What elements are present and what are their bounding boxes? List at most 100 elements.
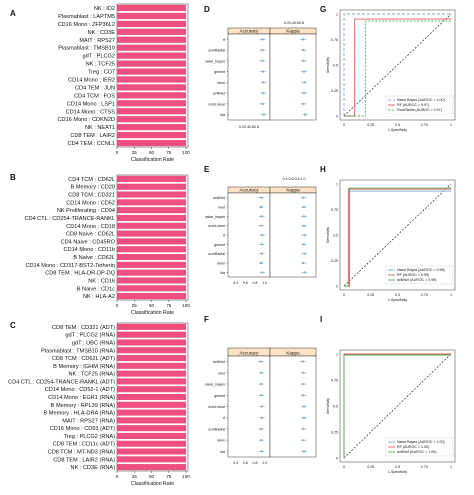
- y-tick-label: 0.5: [333, 233, 338, 237]
- y-tick-label: 0.25: [331, 430, 338, 434]
- y-tick-label: CD8 TCM : CD62L (ADT): [52, 356, 115, 362]
- x-tick-label: 0.6: [243, 281, 248, 285]
- x-tick-label: 0: [116, 474, 119, 479]
- data-point: [260, 205, 263, 209]
- roc-curve: [343, 13, 451, 116]
- y-tick-label: CD8 TCM : CD321: [68, 193, 115, 199]
- y-tick-label: CD8 TEM : LAIR2 (RNA): [53, 457, 115, 463]
- bar: [117, 76, 186, 83]
- y-tick-label: svmLinear: [208, 224, 225, 228]
- panel-label: H: [320, 165, 326, 174]
- data-point: [260, 405, 263, 408]
- bar: [117, 401, 186, 408]
- y-tick-label: CD4 TEM : JUN: [75, 85, 115, 91]
- y-tick-label: avNNet: [213, 196, 225, 200]
- panel-i: I 0 0.25 0.5 0.75 1 0 0.25 0.5 0.75 1 1-Specificity…: [320, 315, 456, 474]
- bar: [117, 175, 186, 182]
- facet-frame: [227, 33, 271, 121]
- data-point: [260, 427, 263, 431]
- y-tick-label: NK : NEAT1: [85, 125, 115, 131]
- y-axis-title: Sensitivity: [326, 398, 330, 414]
- bar: [117, 60, 186, 67]
- bar: [117, 386, 186, 393]
- x-tick-label: 1: [450, 123, 452, 127]
- facet-frame: [269, 355, 317, 458]
- top-tick-labels: 0.4 0.6 0.8 1.0: [283, 177, 306, 181]
- y-tick-label: gdT : UBC (RNA): [72, 340, 115, 346]
- y-tick-label: CD8 TEM : CD11c (ADT): [53, 442, 115, 448]
- panel-c: C CD8 TEM : CD321 (ADT) gdT : PLCG2 (RNA)g…: [8, 321, 190, 487]
- panel-label: E: [204, 165, 210, 174]
- bar: [117, 191, 186, 198]
- panel-label: A: [10, 9, 16, 18]
- y-tick-label: 0: [336, 456, 338, 460]
- y-tick-label: CD4 TCM : FOS: [74, 93, 115, 99]
- y-tick-label: MAIT : RPS27: [79, 38, 115, 44]
- y-tick-label: MAIT : RPS27 (RNA): [62, 418, 115, 424]
- y-tick-label: B Memory : IGHM (RNA): [53, 364, 115, 370]
- bar: [117, 362, 186, 369]
- y-tick-label: 0.75: [331, 38, 338, 42]
- data-point: [302, 70, 306, 73]
- x-axis-title: Classification Rate: [131, 481, 174, 487]
- x-tick-label: 0: [343, 465, 345, 469]
- x-tick-label: 0.8: [253, 461, 258, 465]
- y-tick-label: CD14 Mono : CD317-BST2-Tetherin: [25, 263, 115, 269]
- y-tick-label: 0: [336, 284, 338, 288]
- x-tick-label: 0.25: [367, 123, 374, 127]
- bar: [117, 116, 186, 123]
- y-tick-label: CD4 CTL : CD254-TRANCE-RANKL (ADT): [8, 379, 115, 385]
- bar: [117, 36, 186, 43]
- bar: [117, 347, 186, 354]
- y-tick-label: CD14 Mono : EGR1 (RNA): [48, 395, 115, 401]
- data-point: [303, 113, 307, 116]
- data-point: [261, 233, 264, 237]
- bar: [117, 183, 186, 190]
- data-point: [301, 360, 304, 363]
- legend-entry: RF (AUROC = 0.99): [397, 273, 429, 277]
- y-tick-label: CD8 TEM : CD321 (ADT): [52, 325, 115, 331]
- data-point: [260, 196, 263, 199]
- data-point: [260, 394, 263, 397]
- data-point: [261, 59, 264, 62]
- y-tick-label: NK : ID2: [94, 6, 115, 12]
- bar: [117, 456, 186, 463]
- y-tick-label: CD14 Mono : CD11b: [63, 247, 115, 253]
- y-tick-label: CD8 TEM : LAIR2: [70, 133, 115, 139]
- y-tick-label: nnet: [218, 206, 225, 210]
- bar: [117, 285, 186, 292]
- y-tick-label: nnet: [218, 371, 225, 375]
- panel-g: G 0 0.25 0.5 0.75 1 0 0.25 0.5 0.75 1 1-Specificity…: [320, 5, 456, 132]
- y-tick-label: svmLinear: [208, 405, 225, 409]
- legend: Naive Bayes (AUROC = 1.00)RF (AUROC = 1.…: [385, 437, 454, 457]
- roc-curve: [344, 187, 451, 287]
- data-point: [302, 439, 305, 442]
- bar: [117, 440, 186, 447]
- data-point: [302, 243, 306, 246]
- facet-frame: [269, 192, 317, 278]
- y-tick-label: NK : TCF25: [86, 62, 115, 68]
- y-tick-label: rf: [223, 416, 225, 420]
- bar: [117, 68, 186, 75]
- bar: [117, 100, 186, 107]
- legend-entry: RF (AUROC = 1.00): [397, 445, 429, 449]
- y-tick-label: 0.25: [331, 259, 338, 263]
- y-tick-label: CD8 TCM : MT-ND3 (RNA): [48, 450, 115, 456]
- y-tick-label: CD16 Mono : ZFP36L2: [57, 22, 115, 28]
- data-point: [302, 92, 306, 95]
- panel-e: E Accuracy Kappa avNNet nnet naive_bayes svmLi…: [204, 165, 317, 285]
- y-tick-label: gdT : PLCG2: [82, 54, 115, 60]
- panel-h: H 0 0.25 0.5 0.75 1 0 0.25 0.5 0.75 1 1-Specificity…: [320, 165, 456, 302]
- legend-entry: Naive Bayes (AUROC = 0.98): [397, 268, 445, 272]
- y-tick-label: NK Proliferating : CD94: [57, 208, 115, 214]
- x-tick-label: 0.75: [421, 465, 428, 469]
- y-tick-label: NK : CD3E: [88, 30, 116, 36]
- x-tick-label: 75: [166, 150, 172, 155]
- bar: [117, 261, 186, 268]
- data-point: [262, 113, 265, 116]
- data-point: [261, 102, 264, 105]
- bar: [117, 378, 186, 385]
- data-point: [302, 261, 305, 265]
- bar: [117, 425, 186, 432]
- bar: [117, 417, 186, 424]
